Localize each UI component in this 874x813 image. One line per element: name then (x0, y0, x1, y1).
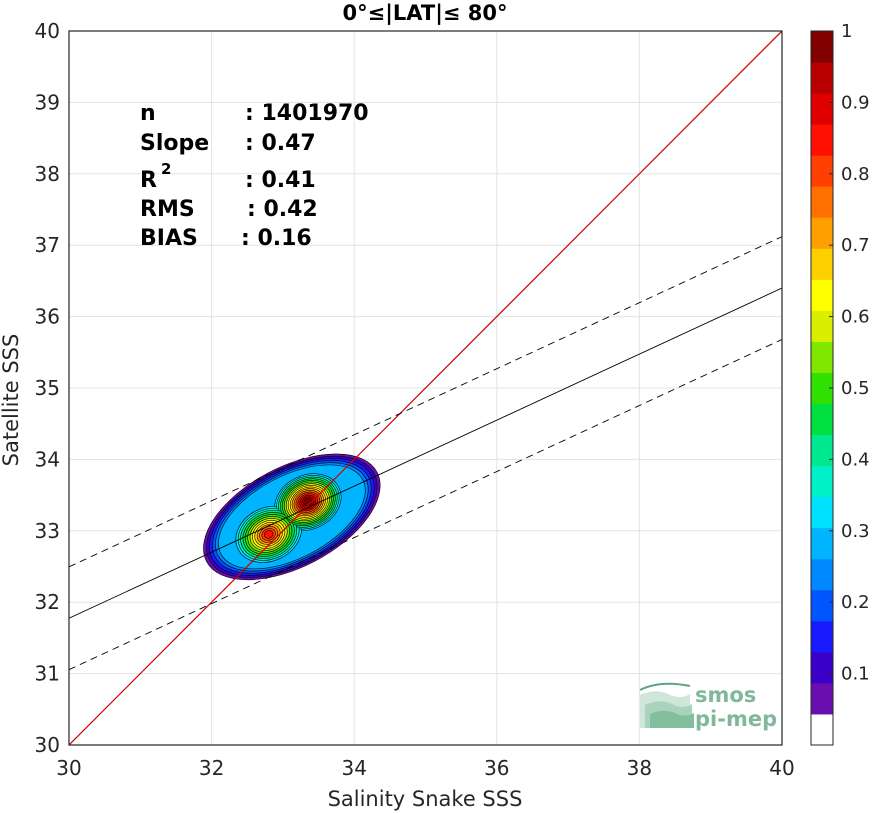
stat-r2-superscript: 2 (161, 160, 171, 178)
fit-band-line (69, 339, 782, 671)
colorbar-tick-label: 0.3 (841, 521, 870, 542)
y-tick-label: 32 (35, 590, 60, 614)
y-axis-label: Satellite SSS (0, 334, 23, 467)
fit-band-line (69, 236, 782, 568)
colorbar-segment (811, 186, 833, 218)
colorbar-segment (811, 434, 833, 467)
colorbar-segment (811, 403, 833, 436)
stat-n-label: n (140, 101, 156, 126)
colorbar-segment (811, 155, 833, 187)
x-axis-ticks: 30 32 34 36 38 40 (56, 756, 794, 780)
x-tick-label: 36 (484, 756, 509, 780)
colorbar-segment (811, 31, 833, 63)
stat-r2-label: R (140, 168, 157, 193)
y-tick-label: 35 (35, 376, 60, 400)
colorbar (811, 31, 833, 746)
colorbar-segment (811, 372, 833, 405)
y-tick-label: 30 (35, 733, 60, 757)
colorbar-segment (811, 620, 833, 653)
colorbar-segment (811, 124, 833, 156)
y-tick-label: 37 (35, 233, 60, 257)
smos-pimep-watermark: smos pi-mep (639, 682, 777, 731)
y-tick-label: 39 (35, 90, 60, 114)
colorbar-segment (811, 558, 833, 591)
colorbar-segment (811, 589, 833, 622)
y-tick-label: 40 (35, 19, 60, 43)
colorbar-segment (811, 248, 833, 280)
y-tick-label: 38 (35, 162, 60, 186)
colorbar-tick-label: 1 (841, 21, 852, 42)
stat-n-value: : 1401970 (245, 101, 369, 126)
colorbar-segment (811, 465, 833, 498)
colorbar-tick-label: 0.4 (841, 449, 870, 470)
watermark-line1: smos (695, 683, 756, 707)
y-tick-label: 36 (35, 305, 60, 329)
colorbar-tick-label: 0.7 (841, 235, 870, 256)
colorbar-segment (811, 651, 833, 684)
colorbar-segment (811, 217, 833, 249)
colorbar-segment (811, 496, 833, 529)
reference-lines (69, 31, 782, 745)
stat-r2-value: : 0.41 (245, 168, 316, 193)
x-tick-label: 32 (199, 756, 224, 780)
x-tick-label: 30 (56, 756, 81, 780)
stat-slope-label: Slope (140, 131, 209, 156)
x-tick-label: 40 (769, 756, 794, 780)
colorbar-tick-label: 0.5 (841, 378, 870, 399)
x-tick-label: 38 (627, 756, 652, 780)
y-tick-label: 34 (35, 447, 60, 471)
colorbar-segment (811, 62, 833, 94)
colorbar-ticks: 0.1 0.2 0.3 0.4 0.5 0.6 0.7 0.8 0.9 1 (829, 21, 870, 685)
watermark-line2: pi-mep (695, 707, 777, 731)
y-tick-label: 31 (35, 662, 60, 686)
colorbar-segment (811, 682, 833, 715)
colorbar-segment (811, 310, 833, 342)
stat-bias-label: BIAS (140, 226, 198, 251)
wave-logo-icon (639, 682, 694, 728)
density-contours (203, 453, 381, 581)
colorbar-tick-label: 0.9 (841, 92, 870, 113)
colorbar-tick-label: 0.8 (841, 164, 870, 185)
colorbar-segment (811, 341, 833, 373)
plot-frame (68, 30, 783, 746)
stat-bias-value: : 0.16 (241, 226, 312, 251)
colorbar-segment (811, 279, 833, 311)
colorbar-tick-label: 0.2 (841, 592, 870, 613)
y-tick-label: 33 (35, 519, 60, 543)
colorbar-segment (811, 527, 833, 560)
stat-rms-value: : 0.42 (247, 197, 318, 222)
fit-line (69, 287, 782, 619)
stats-box: n : 1401970 Slope : 0.47 R 2 : 0.41 RMS … (140, 101, 369, 251)
chart-title: 0°≤|LAT|≤ 80° (342, 1, 507, 26)
x-axis-label: Salinity Snake SSS (328, 787, 523, 811)
colorbar-tick-label: 0.1 (841, 664, 870, 685)
stat-rms-label: RMS (140, 197, 195, 222)
density-band (263, 530, 274, 539)
colorbar-segment (811, 93, 833, 125)
colorbar-tick-label: 0.6 (841, 307, 870, 328)
grid-lines (68, 30, 783, 746)
y-axis-ticks: 30 31 32 33 34 35 36 37 38 39 40 (35, 19, 60, 757)
x-tick-label: 34 (341, 756, 366, 780)
one-to-one-line (69, 31, 782, 745)
colorbar-segment (811, 713, 833, 746)
stat-slope-value: : 0.47 (245, 131, 316, 156)
